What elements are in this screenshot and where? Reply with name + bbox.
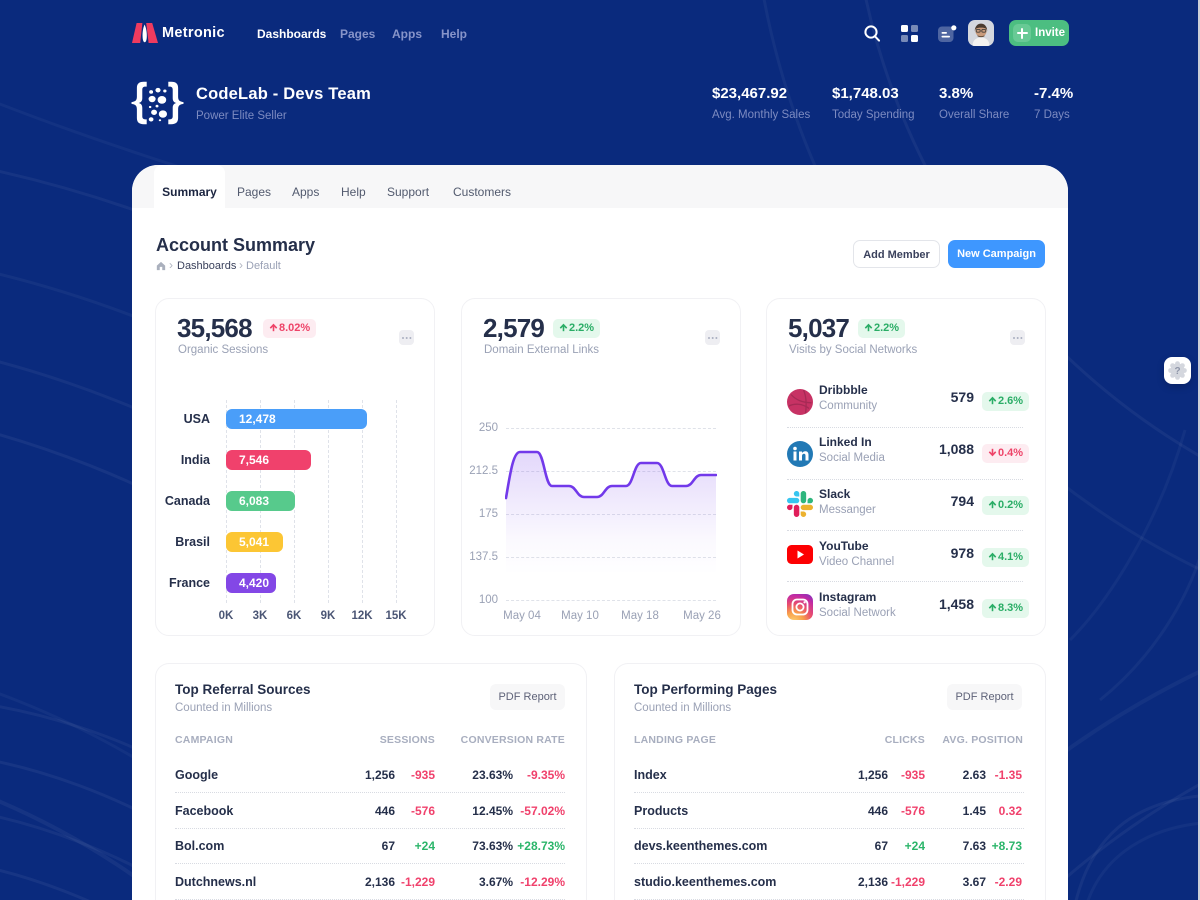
svg-text:?: ?: [1174, 366, 1180, 377]
